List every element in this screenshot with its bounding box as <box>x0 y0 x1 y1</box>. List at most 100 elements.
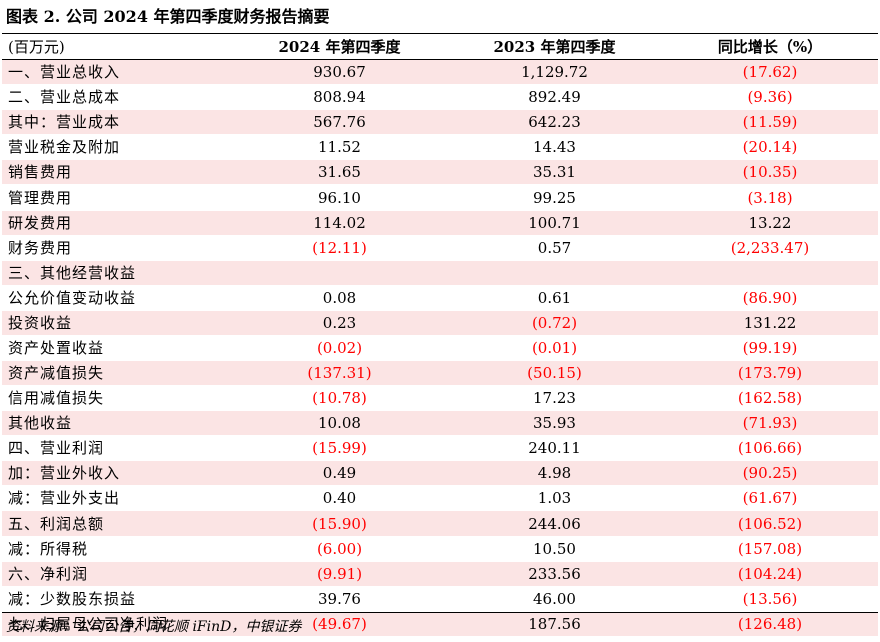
value-yoy: (157.08) <box>662 536 878 562</box>
table-row: 资产减值损失 (137.31) (50.15) (173.79) <box>2 360 878 387</box>
row-label: 减：少数股东损益 <box>2 586 232 612</box>
value-2024q4: (6.00) <box>232 536 447 562</box>
value-2023q4: 10.50 <box>447 536 662 562</box>
value-2024q4: 567.76 <box>232 109 447 136</box>
value-2023q4: 0.61 <box>447 285 662 311</box>
value-2023q4: 1,129.72 <box>447 59 662 86</box>
value-2023q4: (0.01) <box>447 335 662 362</box>
row-label: 六、净利润 <box>2 561 232 587</box>
value-2024q4: 808.94 <box>232 84 447 111</box>
header-2024q4: 2024 年第四季度 <box>232 35 447 61</box>
value-2023q4: 99.25 <box>447 184 662 211</box>
value-2024q4: (12.11) <box>232 235 447 261</box>
value-2023q4: 35.31 <box>447 159 662 186</box>
value-yoy: (13.56) <box>662 586 878 612</box>
value-yoy: (106.66) <box>662 435 878 462</box>
header-unit: (百万元) <box>2 35 232 61</box>
table-row: 资产处置收益 (0.02) (0.01) (99.19) <box>2 335 878 362</box>
row-label: 研发费用 <box>2 210 232 236</box>
value-2023q4: 0.57 <box>447 235 662 261</box>
row-label: 信用减值损失 <box>2 385 232 412</box>
value-yoy: (10.35) <box>662 159 878 186</box>
value-yoy: (20.14) <box>662 134 878 161</box>
value-2023q4 <box>447 260 662 286</box>
value-2023q4: 35.93 <box>447 410 662 437</box>
row-label: 投资收益 <box>2 310 232 336</box>
value-2023q4: 14.43 <box>447 134 662 161</box>
value-yoy: (106.52) <box>662 510 878 537</box>
value-2024q4: 31.65 <box>232 159 447 186</box>
row-label: 一、营业总收入 <box>2 59 232 86</box>
value-yoy: (90.25) <box>662 460 878 487</box>
row-label: 财务费用 <box>2 235 232 261</box>
table-row: 二、营业总成本 808.94 892.49 (9.36) <box>2 84 878 111</box>
table-row: 七、归属母公司净利润 (49.67) 187.56 (126.48) <box>2 611 878 637</box>
value-2024q4: 96.10 <box>232 184 447 211</box>
value-2024q4: 0.08 <box>232 285 447 311</box>
table-row: 销售费用 31.65 35.31 (10.35) <box>2 159 878 186</box>
table-row: 公允价值变动收益 0.08 0.61 (86.90) <box>2 285 878 311</box>
row-label: 公允价值变动收益 <box>2 285 232 311</box>
value-2024q4: (9.91) <box>232 561 447 587</box>
source-note: 资料来源：公司公告，同花顺 iFinD，中银证券 <box>6 619 302 635</box>
value-yoy: (11.59) <box>662 109 878 136</box>
row-label: 加：营业外收入 <box>2 460 232 487</box>
row-label: 减：所得税 <box>2 536 232 562</box>
row-label: 七、归属母公司净利润 <box>2 611 232 637</box>
value-2023q4: 892.49 <box>447 84 662 111</box>
value-2023q4: (0.72) <box>447 310 662 336</box>
value-yoy <box>662 260 878 286</box>
table-row: 财务费用 (12.11) 0.57 (2,233.47) <box>2 235 878 261</box>
table-row: 管理费用 96.10 99.25 (3.18) <box>2 184 878 211</box>
header-row: (百万元) 2024 年第四季度 2023 年第四季度 同比增长（%） <box>2 35 878 61</box>
row-label: 其中：营业成本 <box>2 109 232 136</box>
value-2024q4: 114.02 <box>232 210 447 236</box>
value-2023q4: 4.98 <box>447 460 662 487</box>
value-2023q4: 1.03 <box>447 485 662 512</box>
value-yoy: (9.36) <box>662 84 878 111</box>
table-row: 减：营业外支出 0.40 1.03 (61.67) <box>2 485 878 512</box>
row-label: 资产减值损失 <box>2 360 232 387</box>
row-label: 减：营业外支出 <box>2 485 232 512</box>
table-row: 减：所得税 (6.00) 10.50 (157.08) <box>2 536 878 562</box>
table-row: 投资收益 0.23 (0.72) 131.22 <box>2 310 878 336</box>
row-label: 管理费用 <box>2 184 232 211</box>
value-yoy: (17.62) <box>662 59 878 86</box>
value-2024q4: 930.67 <box>232 59 447 86</box>
value-yoy: (126.48) <box>662 611 878 637</box>
table-row: 研发费用 114.02 100.71 13.22 <box>2 210 878 236</box>
value-yoy: (61.67) <box>662 485 878 512</box>
value-2023q4: 46.00 <box>447 586 662 612</box>
value-2023q4: 100.71 <box>447 210 662 236</box>
header-2023q4: 2023 年第四季度 <box>447 35 662 61</box>
table-row: 六、净利润 (9.91) 233.56 (104.24) <box>2 561 878 587</box>
row-label: 四、营业利润 <box>2 435 232 462</box>
value-2024q4: 39.76 <box>232 586 447 612</box>
table-row: 加：营业外收入 0.49 4.98 (90.25) <box>2 460 878 487</box>
top-rule <box>2 33 878 34</box>
value-yoy: (86.90) <box>662 285 878 311</box>
value-yoy: (162.58) <box>662 385 878 412</box>
value-2024q4: (15.99) <box>232 435 447 462</box>
row-label: 资产处置收益 <box>2 335 232 362</box>
value-2024q4: (137.31) <box>232 360 447 387</box>
value-2024q4: (49.67) <box>232 611 447 637</box>
value-2024q4: 0.23 <box>232 310 447 336</box>
row-label: 其他收益 <box>2 410 232 437</box>
value-2023q4: 17.23 <box>447 385 662 412</box>
table-row: 其他收益 10.08 35.93 (71.93) <box>2 410 878 437</box>
table-row: 四、营业利润 (15.99) 240.11 (106.66) <box>2 435 878 462</box>
value-2023q4: 187.56 <box>447 611 662 637</box>
table-row: 信用减值损失 (10.78) 17.23 (162.58) <box>2 385 878 412</box>
table-row: 五、利润总额 (15.90) 244.06 (106.52) <box>2 510 878 537</box>
value-2024q4: 0.40 <box>232 485 447 512</box>
value-yoy: (2,233.47) <box>662 235 878 261</box>
table-row: 营业税金及附加 11.52 14.43 (20.14) <box>2 134 878 161</box>
value-2023q4: 642.23 <box>447 109 662 136</box>
value-yoy: 13.22 <box>662 210 878 236</box>
value-2024q4: 10.08 <box>232 410 447 437</box>
figure-title: 图表 2. 公司 2024 年第四季度财务报告摘要 <box>6 7 330 26</box>
value-2024q4: (15.90) <box>232 510 447 537</box>
value-2023q4: (50.15) <box>447 360 662 387</box>
value-2024q4: 11.52 <box>232 134 447 161</box>
